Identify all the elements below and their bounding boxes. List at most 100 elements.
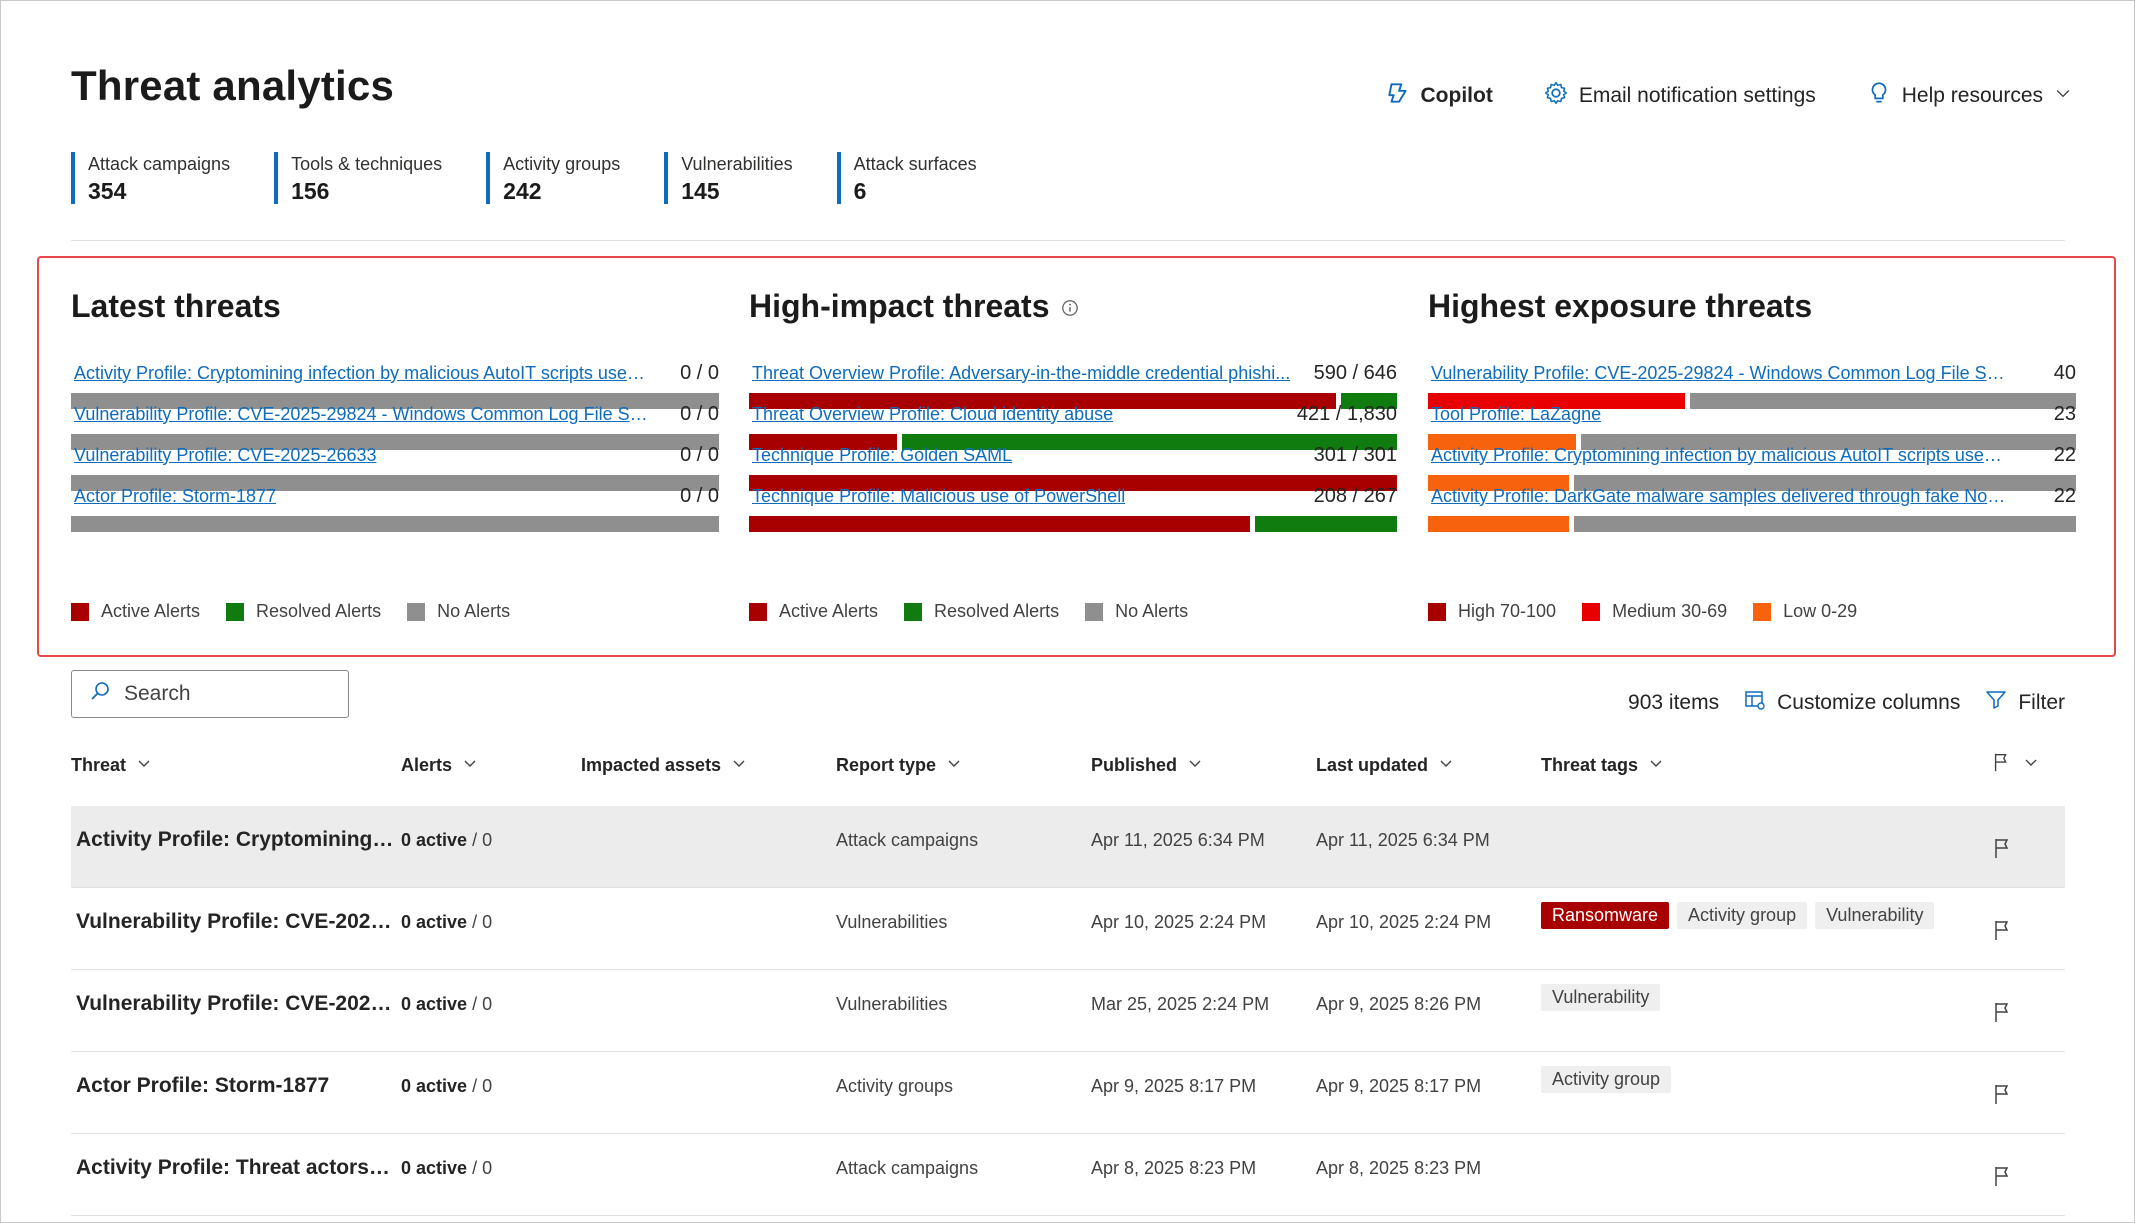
- flag-icon[interactable]: [1991, 918, 2015, 942]
- threat-tags-cell: Ransomware Activity group Vulnerability: [1541, 902, 1935, 929]
- alerts-cell: 0 active / 0: [401, 1158, 492, 1179]
- threat-count: 590 / 646: [1313, 361, 1397, 384]
- legend-swatch: [904, 602, 923, 621]
- table-row[interactable]: Activity Profile: Threat actors u... 0 ac…: [71, 1134, 2065, 1216]
- column-threat-tags[interactable]: Threat tags: [1541, 755, 1664, 776]
- threat-name-link[interactable]: Vulnerability Profile: CVE-2025...: [76, 992, 394, 1015]
- copilot-button[interactable]: Copilot: [1385, 80, 1493, 112]
- table-row[interactable]: Vulnerability Profile: CVE-2025... 0 acti…: [71, 888, 2065, 970]
- customize-columns-button[interactable]: Customize columns: [1743, 688, 1960, 718]
- threat-count: 22: [2053, 484, 2076, 507]
- table-row[interactable]: Vulnerability Profile: CVE-2025... 0 acti…: [71, 970, 2065, 1052]
- published-cell: Apr 10, 2025 2:24 PM: [1091, 912, 1267, 932]
- column-last-updated[interactable]: Last updated: [1316, 755, 1454, 776]
- column-alerts[interactable]: Alerts: [401, 755, 478, 776]
- legend-resolved-alerts: Resolved Alerts: [904, 601, 1059, 622]
- threat-link[interactable]: Technique Profile: Malicious use of Powe…: [752, 485, 1126, 506]
- column-published[interactable]: Published: [1091, 755, 1203, 776]
- threat-link[interactable]: Technique Profile: Golden SAML: [752, 444, 1013, 465]
- threat-link[interactable]: Vulnerability Profile: CVE-2025-29824 - …: [1431, 362, 2008, 383]
- filter-button[interactable]: Filter: [1984, 688, 2065, 718]
- threat-link[interactable]: Activity Profile: Cryptomining infection…: [74, 362, 651, 383]
- latest-threats-title: Latest threats: [71, 288, 281, 324]
- email-notification-settings-button[interactable]: Email notification settings: [1543, 80, 1816, 112]
- page-title: Threat analytics: [71, 62, 394, 109]
- threat-count: 23: [2053, 402, 2076, 425]
- legend-label: Medium 30-69: [1612, 601, 1728, 621]
- chevron-down-icon: [946, 755, 962, 776]
- threat-name-link[interactable]: Activity Profile: Cryptomining i...: [76, 828, 394, 851]
- threat-link[interactable]: Threat Overview Profile: Cloud identity …: [752, 403, 1114, 424]
- alerts-total: / 0: [467, 830, 493, 850]
- chevron-down-icon: [2053, 83, 2073, 109]
- threat-row: Actor Profile: Storm-1877 0 / 0: [71, 484, 719, 540]
- bar-segment-no-alerts: [71, 475, 719, 491]
- stat-activity-groups[interactable]: Activity groups 242: [486, 152, 620, 204]
- stat-value: 354: [88, 178, 127, 204]
- threat-name-link[interactable]: Actor Profile: Storm-1877: [76, 1074, 330, 1097]
- threat-line: Technique Profile: Malicious use of Powe…: [749, 484, 1397, 508]
- legend-no-alerts: No Alerts: [407, 601, 510, 622]
- bar-segment-active: [749, 393, 1336, 409]
- column-impacted-assets[interactable]: Impacted assets: [581, 755, 747, 776]
- alerts-total: / 0: [467, 912, 493, 932]
- threat-link[interactable]: Vulnerability Profile: CVE-2025-29824 - …: [74, 403, 651, 424]
- stat-tools-techniques[interactable]: Tools & techniques 156: [274, 152, 442, 204]
- threat-link[interactable]: Activity Profile: Cryptomining infection…: [1431, 444, 2008, 465]
- stat-value: 242: [503, 178, 542, 204]
- threat-link[interactable]: Activity Profile: DarkGate malware sampl…: [1431, 485, 2008, 506]
- chevron-down-icon: [462, 755, 478, 776]
- flag-icon[interactable]: [1991, 1000, 2015, 1024]
- column-flag[interactable]: [1991, 751, 2039, 778]
- highest-exposure-threats-title: Highest exposure threats: [1428, 288, 1813, 324]
- threat-line: Activity Profile: DarkGate malware sampl…: [1428, 484, 2076, 508]
- legend-swatch: [1428, 602, 1446, 621]
- legend-label: Low 0-29: [1783, 601, 1858, 621]
- threat-tag: Activity group: [1677, 902, 1808, 929]
- bar-segment-active: [749, 434, 897, 450]
- stat-vulnerabilities[interactable]: Vulnerabilities 145: [664, 152, 793, 204]
- threat-name-link[interactable]: Activity Profile: Threat actors u...: [76, 1156, 394, 1179]
- stat-value: 6: [853, 178, 867, 204]
- alerts-total: / 0: [467, 1158, 493, 1178]
- column-report-type[interactable]: Report type: [836, 755, 962, 776]
- threat-count: 208 / 267: [1313, 484, 1397, 507]
- table-settings-icon: [1743, 688, 1767, 718]
- threat-link[interactable]: Threat Overview Profile: Adversary-in-th…: [752, 362, 1291, 383]
- threat-count: 0 / 0: [680, 443, 719, 466]
- threat-link[interactable]: Tool Profile: LaZagne: [1431, 403, 1602, 424]
- info-icon[interactable]: [1061, 288, 1079, 325]
- threat-bar: [71, 516, 719, 532]
- threat-count: 22: [2053, 443, 2076, 466]
- flag-icon[interactable]: [1991, 1082, 2015, 1106]
- column-label: Alerts: [401, 755, 453, 775]
- flag-icon[interactable]: [1991, 836, 2015, 860]
- chevron-down-icon: [1438, 755, 1454, 776]
- threat-bar: [71, 475, 719, 491]
- column-label: Last updated: [1316, 755, 1429, 775]
- threat-link[interactable]: Actor Profile: Storm-1877: [74, 485, 277, 506]
- help-resources-button[interactable]: Help resources: [1866, 80, 2073, 112]
- legend-swatch: [71, 602, 89, 621]
- bar-segment-remainder: [1690, 393, 2076, 409]
- stat-attack-surfaces[interactable]: Attack surfaces 6: [836, 152, 977, 204]
- stat-attack-campaigns[interactable]: Attack campaigns 354: [71, 152, 230, 204]
- threat-line: Tool Profile: LaZagne 23: [1428, 402, 2076, 426]
- flag-icon[interactable]: [1991, 1164, 2015, 1188]
- threat-row: Vulnerability Profile: CVE-2025-26633 0 /…: [71, 443, 719, 499]
- alerts-active: 0 active: [401, 994, 468, 1014]
- published-cell: Apr 9, 2025 8:17 PM: [1091, 1076, 1257, 1096]
- table-row[interactable]: Actor Profile: Storm-1877 0 active / 0 Act…: [71, 1052, 2065, 1134]
- column-threat[interactable]: Threat: [71, 755, 152, 776]
- threat-link[interactable]: Vulnerability Profile: CVE-2025-26633: [74, 444, 377, 465]
- threat-name-link[interactable]: Vulnerability Profile: CVE-2025...: [76, 910, 394, 933]
- stat-label: Tools & techniques: [291, 154, 443, 174]
- search-input[interactable]: Search: [71, 670, 349, 718]
- high-impact-threats-panel: High-impact threats Threat Overview Prof…: [749, 288, 1397, 532]
- legend-label: Resolved Alerts: [934, 601, 1060, 621]
- legend-swatch: [1085, 602, 1104, 621]
- help-resources-label: Help resources: [1901, 84, 2043, 107]
- copilot-icon: [1385, 80, 1411, 112]
- table-row[interactable]: Activity Profile: Cryptomining i... 0 act…: [71, 806, 2065, 888]
- highlight-box: [37, 256, 2116, 657]
